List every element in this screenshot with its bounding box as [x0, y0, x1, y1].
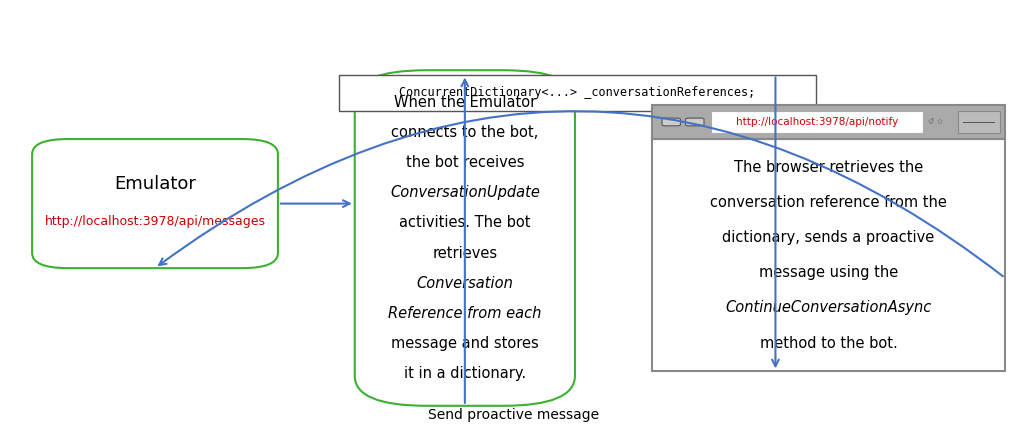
FancyBboxPatch shape [354, 70, 575, 406]
Text: dictionary, sends a proactive: dictionary, sends a proactive [722, 230, 935, 246]
Text: Send proactive message: Send proactive message [428, 408, 599, 422]
Text: When the Emulator: When the Emulator [393, 95, 536, 110]
Text: ↺ ✩: ↺ ✩ [928, 117, 944, 126]
Text: http://localhost:3978/api/notify: http://localhost:3978/api/notify [736, 117, 899, 127]
Text: conversation reference from the: conversation reference from the [710, 195, 947, 210]
Text: The browser retrieves the: The browser retrieves the [734, 160, 923, 175]
Text: Emulator: Emulator [114, 175, 196, 193]
Text: activities. The bot: activities. The bot [400, 216, 531, 230]
FancyBboxPatch shape [662, 118, 681, 126]
Text: ConversationUpdate: ConversationUpdate [390, 185, 540, 200]
Text: method to the bot.: method to the bot. [760, 336, 898, 351]
Text: http://localhost:3978/api/messages: http://localhost:3978/api/messages [44, 215, 266, 228]
FancyBboxPatch shape [32, 139, 278, 268]
FancyBboxPatch shape [686, 118, 703, 126]
Text: message using the: message using the [759, 265, 898, 281]
Text: it in a dictionary.: it in a dictionary. [404, 366, 526, 381]
FancyBboxPatch shape [339, 74, 815, 111]
FancyBboxPatch shape [711, 111, 923, 133]
Text: the bot receives: the bot receives [406, 155, 524, 170]
Text: Conversation: Conversation [416, 276, 514, 291]
FancyBboxPatch shape [957, 111, 1000, 133]
Text: retrieves: retrieves [432, 246, 497, 261]
FancyBboxPatch shape [652, 105, 1005, 139]
FancyBboxPatch shape [652, 139, 1005, 372]
Text: ContinueConversationAsync: ContinueConversationAsync [725, 301, 931, 316]
Text: connects to the bot,: connects to the bot, [391, 125, 538, 140]
Text: Reference from each: Reference from each [388, 306, 541, 321]
Text: message and stores: message and stores [391, 336, 539, 351]
Text: ConcurrentDictionary<...> _conversationReferences;: ConcurrentDictionary<...> _conversationR… [400, 86, 756, 99]
